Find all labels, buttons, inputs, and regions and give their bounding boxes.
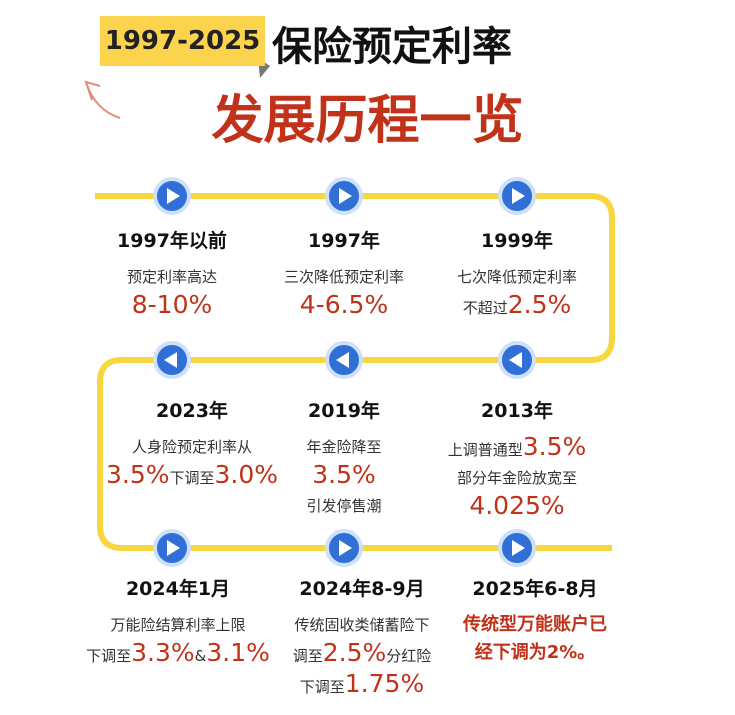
entry-line: 3.5%	[229, 461, 459, 492]
entry: 2024年1月万能险结算利率上限下调至3.3%&3.1%	[63, 574, 293, 670]
entry-line: 不超过2.5%	[402, 291, 632, 322]
entry: 1997年以前预定利率高达 8-10%	[57, 226, 287, 322]
entry-text: 人身险预定利率从	[131, 438, 252, 456]
highlight-value: 3.3%	[131, 638, 195, 667]
node-arrow	[336, 352, 349, 368]
entry-line: 4-6.5%	[229, 291, 459, 322]
entry-year: 2024年8-9月	[299, 578, 425, 600]
entry-line: 经下调为2%。	[420, 639, 650, 667]
title: 保险预定利率	[272, 24, 512, 70]
subtitle: 发展历程一览	[211, 91, 524, 151]
entry-line: 万能险结算利率上限	[63, 611, 293, 639]
decor-arrow	[84, 80, 121, 119]
node-arrow	[509, 352, 522, 368]
highlight-value: 1.75%	[344, 669, 425, 698]
entry-text: 上调普通型	[447, 441, 523, 459]
node-arrow	[339, 540, 352, 556]
node-arrow	[167, 540, 180, 556]
entry-year: 1999年	[481, 230, 553, 252]
entry-year: 2025年6-8月	[472, 578, 598, 600]
entry-line: 三次降低预定利率	[229, 263, 459, 291]
node-arrow	[164, 352, 177, 368]
highlight-value: 3.1%	[206, 638, 270, 667]
entry: 2023年人身险预定利率从 3.5%下调至3.0%	[77, 396, 307, 492]
highlight-value: 3.5%	[105, 460, 170, 489]
entry-year: 1997年以前	[117, 230, 227, 252]
entry-line: 上调普通型3.5%	[402, 433, 632, 464]
entry-year: 2019年	[308, 400, 380, 422]
entry-text: 部分年金险放宽至	[456, 469, 577, 487]
entry-line: 3.5%下调至3.0%	[77, 461, 307, 492]
entry-year: 2013年	[481, 400, 553, 422]
entry-text: 经下调为2%。	[474, 642, 596, 663]
entry-year: 2023年	[156, 400, 228, 422]
entry-line: 调至2.5%分红险	[247, 639, 477, 670]
entry-line: 预定利率高达	[57, 263, 287, 291]
entry: 2024年8-9月 传统固收类储蓄险下 调至2.5%分红险 下调至1.75%	[247, 574, 477, 701]
entry-text: 万能险结算利率上限	[110, 616, 246, 634]
highlight-value: 3.5%	[312, 460, 376, 489]
entry-line: 8-10%	[57, 291, 287, 322]
entry-text: 预定利率高达	[126, 268, 217, 286]
entry-text: 年金险降至	[306, 438, 382, 456]
entry: 2013年上调普通型3.5% 部分年金险放宽至 4.025%	[402, 396, 632, 523]
entry-text: 下调至	[299, 678, 345, 696]
entry-line: 4.025%	[402, 492, 632, 523]
highlight-value: 8-10%	[131, 290, 213, 319]
entry: 2019年年金险降至 3.5% 引发停售潮	[229, 396, 459, 520]
entry-line: 传统型万能账户已	[420, 611, 650, 639]
entry: 1999年七次降低预定利率不超过2.5%	[402, 226, 632, 322]
badge: 1997-2025	[100, 16, 265, 66]
entry-text: 七次降低预定利率	[456, 268, 577, 286]
entry-text: 不超过	[462, 299, 508, 317]
entry-line: 传统固收类储蓄险下	[247, 611, 477, 639]
entry-line: 部分年金险放宽至	[402, 464, 632, 492]
node-arrow	[512, 188, 525, 204]
entry-line: 引发停售潮	[229, 492, 459, 520]
entry-text: 引发停售潮	[306, 497, 382, 515]
entry-text: 下调至	[86, 647, 132, 665]
entry-line: 下调至1.75%	[247, 670, 477, 701]
highlight-value: 4.025%	[469, 491, 565, 520]
node-arrow	[339, 188, 352, 204]
entry-text: &	[194, 647, 207, 665]
entry: 2025年6-8月 传统型万能账户已 经下调为2%。	[420, 574, 650, 667]
entry-text: 传统固收类储蓄险下	[294, 616, 430, 634]
entry-text: 分红险	[386, 647, 432, 665]
highlight-value: 2.5%	[322, 638, 387, 667]
entry-line: 人身险预定利率从	[77, 433, 307, 461]
highlight-value: 3.0%	[214, 460, 279, 489]
entry-text: 下调至	[169, 469, 215, 487]
highlight-value: 2.5%	[507, 290, 572, 319]
entry-year: 1997年	[308, 230, 380, 252]
node-arrow	[512, 540, 525, 556]
entry-text: 三次降低预定利率	[283, 268, 404, 286]
node-arrow	[167, 188, 180, 204]
highlight-value: 3.5%	[522, 432, 587, 461]
highlight-value: 4-6.5%	[299, 290, 389, 319]
entry-year: 2024年1月	[125, 578, 231, 600]
entry-line: 下调至3.3%&3.1%	[63, 639, 293, 670]
entry-text: 调至	[292, 647, 323, 665]
entry-line: 年金险降至	[229, 433, 459, 461]
entry-line: 七次降低预定利率	[402, 263, 632, 291]
entry-text: 传统型万能账户已	[463, 614, 607, 635]
entry: 1997年三次降低预定利率 4-6.5%	[229, 226, 459, 322]
